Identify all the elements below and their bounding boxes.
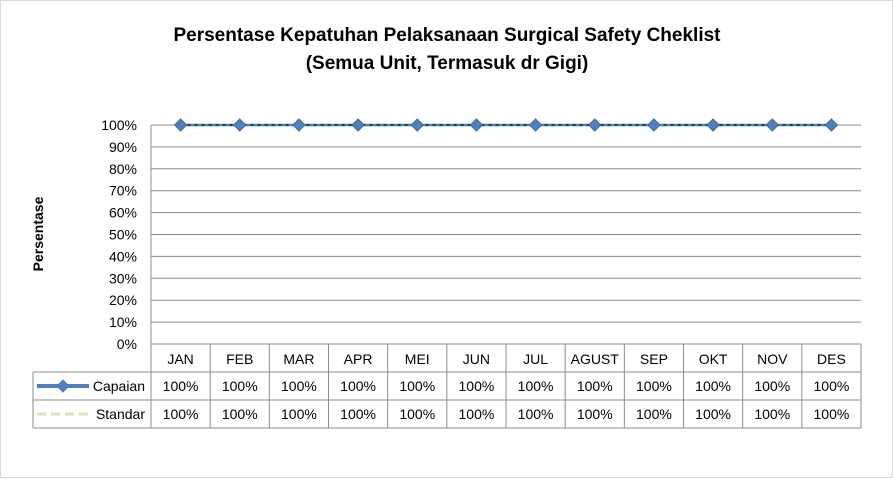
data-label: 100%	[636, 406, 672, 422]
data-label: 100%	[577, 378, 613, 394]
data-point	[233, 118, 247, 132]
data-label: 100%	[340, 378, 376, 394]
data-label: 100%	[577, 406, 613, 422]
data-label: 100%	[163, 406, 199, 422]
legend-label-standar: Standar	[96, 406, 145, 422]
data-label: 100%	[281, 378, 317, 394]
x-tick-label: SEP	[640, 351, 668, 367]
chart-title: Persentase Kepatuhan Pelaksanaan Surgica…	[173, 25, 721, 46]
legend-diamond-marker	[56, 379, 70, 393]
x-tick-label: JAN	[167, 351, 193, 367]
data-point	[528, 118, 543, 132]
data-label: 100%	[695, 378, 731, 394]
data-point	[292, 118, 306, 132]
y-tick-label: 80%	[109, 161, 137, 177]
y-tick-label: 50%	[109, 227, 137, 243]
x-tick-label: DES	[817, 351, 846, 367]
x-tick-label: OKT	[699, 351, 728, 367]
x-tick-label: JUN	[463, 351, 490, 367]
x-tick-label: JUL	[523, 351, 548, 367]
data-point	[410, 118, 424, 132]
x-tick-label: MEI	[405, 351, 430, 367]
data-label: 100%	[399, 406, 435, 422]
y-tick-label: 40%	[109, 248, 137, 264]
x-tick-label: NOV	[757, 351, 788, 367]
y-axis-label: Persentase	[30, 196, 46, 271]
data-label: 100%	[814, 378, 850, 394]
x-tick-label: APR	[344, 351, 373, 367]
y-tick-label: 0%	[117, 336, 137, 352]
y-tick-label: 20%	[109, 292, 137, 308]
y-tick-label: 10%	[109, 314, 137, 330]
grid-lines	[150, 124, 861, 345]
data-label: 100%	[222, 406, 258, 422]
data-label: 100%	[163, 378, 199, 394]
data-label: 100%	[518, 406, 554, 422]
data-label: 100%	[459, 406, 495, 422]
y-tick-label: 70%	[109, 183, 137, 199]
y-tick-label: 60%	[109, 205, 137, 221]
data-point	[706, 118, 720, 132]
data-label: 100%	[281, 406, 317, 422]
series-layer	[173, 118, 839, 132]
data-table: JAN FEB MAR APR MEI JUN JUL AGUST SEP OKT NOV DES Ca…	[32, 344, 862, 429]
data-label: 100%	[754, 378, 790, 394]
data-label: 100%	[399, 378, 435, 394]
data-point	[173, 118, 188, 132]
y-tick-label: 100%	[101, 117, 137, 133]
y-tick-label: 30%	[109, 270, 137, 286]
x-tick-label: MAR	[283, 351, 314, 367]
data-label: 100%	[754, 406, 790, 422]
legend-label-capaian: Capaian	[93, 378, 145, 394]
data-label: 100%	[636, 378, 672, 394]
data-point	[647, 118, 661, 132]
data-point	[351, 118, 365, 132]
data-point	[588, 118, 602, 132]
y-tick-labels: 0% 10% 20% 30% 40% 50% 60% 70% 80% 90% 100%	[101, 117, 137, 352]
data-label: 100%	[695, 406, 731, 422]
data-point	[765, 118, 779, 132]
data-label: 100%	[518, 378, 554, 394]
data-label: 100%	[340, 406, 376, 422]
data-label: 100%	[814, 406, 850, 422]
legend-key-capaian	[37, 379, 89, 393]
data-point	[824, 118, 839, 132]
data-label: 100%	[459, 378, 495, 394]
x-tick-label: FEB	[226, 351, 253, 367]
y-tick-label: 90%	[109, 139, 137, 155]
data-label: 100%	[222, 378, 258, 394]
x-tick-label: AGUST	[571, 351, 620, 367]
chart-subtitle: (Semua Unit, Termasuk dr Gigi)	[306, 53, 589, 74]
data-point	[469, 118, 484, 132]
